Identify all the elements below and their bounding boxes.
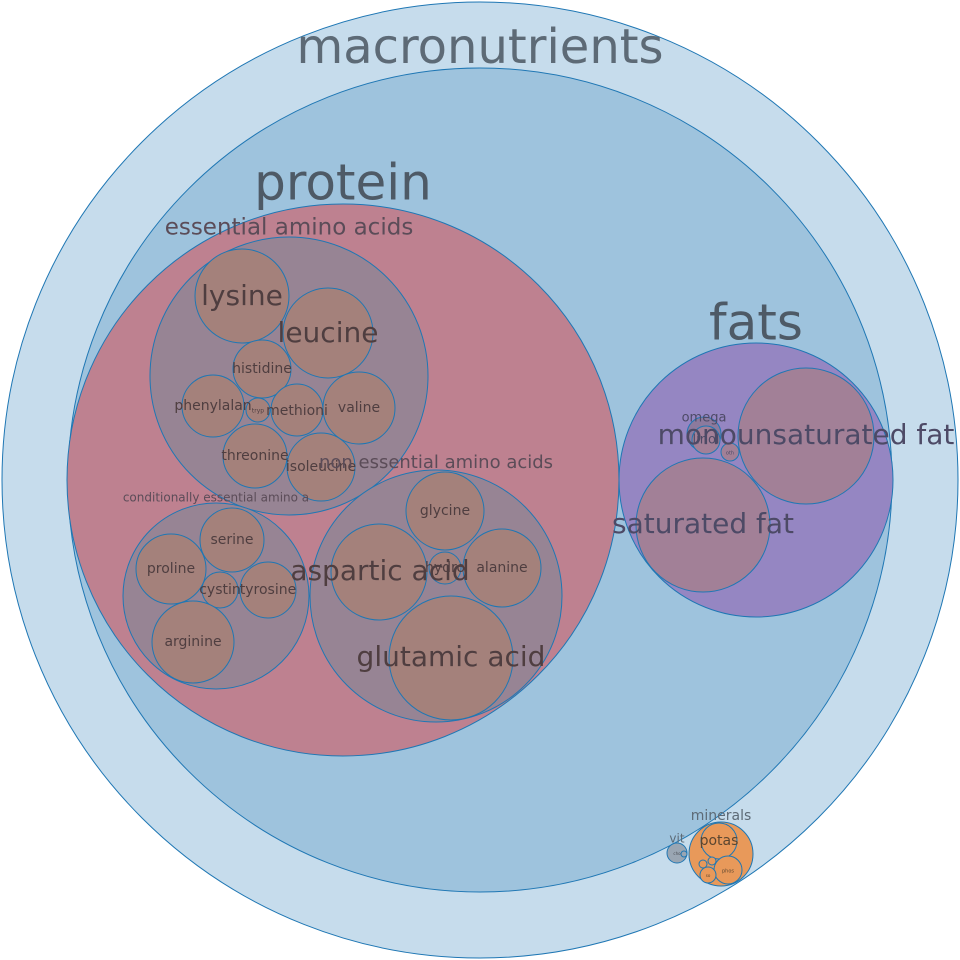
tryptophan-circle[interactable] [245, 397, 271, 423]
proline-circle[interactable] [135, 533, 207, 605]
tyrosine-circle[interactable] [239, 561, 297, 619]
omega-label: omega [682, 411, 727, 426]
leucine-circle[interactable] [282, 287, 374, 379]
monounsaturated-fat-circle[interactable] [737, 367, 875, 505]
serine-label: serine [210, 532, 253, 548]
glycine-circle[interactable] [405, 471, 485, 551]
saturated-fat-circle[interactable] [635, 457, 771, 593]
arginine-circle[interactable] [151, 600, 235, 684]
linoleic-label: linol [692, 433, 719, 448]
vit-small-label: cho [673, 851, 681, 856]
hydroxyproline-circle[interactable] [428, 551, 462, 585]
mineral-small-circle-1[interactable] [698, 859, 708, 869]
phosphorus-label: phos [722, 869, 734, 875]
sodium-circle[interactable] [699, 866, 717, 884]
tyrosine-label: tyrosine [240, 582, 296, 598]
leucine-label: leucine [278, 316, 379, 349]
essential-amino-acids-label: essential amino acids [165, 215, 414, 241]
fats-label: fats [709, 294, 803, 352]
linoleic-circle[interactable] [691, 425, 721, 455]
lysine-circle[interactable] [194, 248, 290, 344]
macronutrients-label: macronutrients [296, 19, 663, 75]
valine-circle[interactable] [322, 371, 396, 445]
hydroxyproline-label: hydro [425, 560, 465, 576]
sodium-label: so [706, 873, 711, 878]
proline-label: proline [147, 561, 195, 577]
mineral-small-circle-2[interactable] [707, 856, 717, 866]
aspartic-acid-circle[interactable] [330, 523, 428, 621]
monounsaturated-fat-label: monounsaturated fat [658, 418, 955, 451]
vit-label: vit [669, 832, 684, 846]
threonine-circle[interactable] [222, 423, 288, 489]
glutamic-acid-circle[interactable] [388, 595, 514, 721]
conditionally-essential-amino-acids-label: conditionally essential amino a [123, 491, 309, 505]
valine-label: valine [338, 400, 380, 416]
vit-small-circle[interactable] [680, 850, 688, 858]
histidine-label: histidine [232, 361, 292, 377]
isoleucine-label: isoleucine [286, 459, 356, 475]
cystine-label: cystin [199, 582, 241, 598]
histidine-circle[interactable] [232, 339, 292, 399]
phenylalanine-label: phenylalan [174, 398, 251, 414]
minerals-label: minerals [691, 808, 752, 824]
saturated-fat-label: saturated fat [612, 507, 794, 540]
serine-circle[interactable] [199, 507, 265, 573]
non-essential-amino-acids-label: non essential amino acids [319, 452, 553, 473]
lysine-label: lysine [201, 279, 283, 312]
aspartic-acid-label: aspartic acid [290, 554, 469, 587]
potassium-label: potas [700, 833, 739, 849]
alanine-label: alanine [476, 560, 527, 576]
fats-small-circle[interactable] [720, 442, 740, 462]
cystine-circle[interactable] [201, 571, 239, 609]
tryptophan-label: tryp [252, 408, 264, 415]
protein-label: protein [254, 154, 432, 212]
phenylalanine-circle[interactable] [181, 374, 245, 438]
fats-small-label: oth [726, 451, 734, 457]
threonine-label: threonine [221, 448, 288, 464]
glycine-label: glycine [420, 503, 470, 519]
alanine-circle[interactable] [462, 528, 542, 608]
arginine-label: arginine [164, 634, 221, 650]
methionine-label: methioni [266, 403, 328, 419]
glutamic-acid-label: glutamic acid [357, 640, 546, 673]
isoleucine-circle[interactable] [286, 432, 356, 502]
